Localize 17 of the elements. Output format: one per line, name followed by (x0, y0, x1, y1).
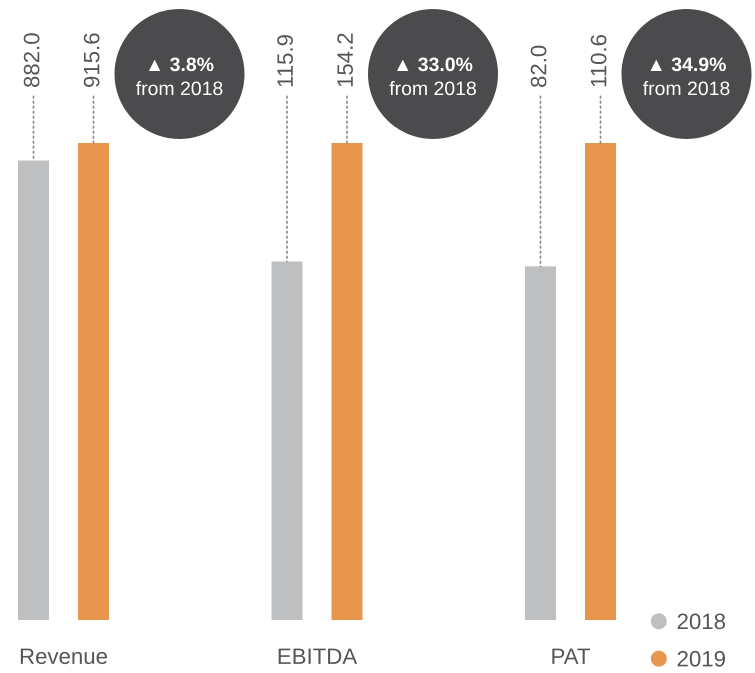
x-tick-label: Revenue (20, 648, 107, 664)
data-label: 82.0 (530, 46, 546, 88)
text: from 2018 (390, 80, 476, 96)
data-label: 915.6 (84, 33, 100, 87)
text: from 2018 (136, 80, 222, 96)
x-tick-label: PAT (552, 648, 590, 664)
data-label: 882.0 (24, 33, 40, 88)
legend-label: 2018 (678, 613, 726, 630)
legend-label: 2019 (678, 650, 725, 667)
data-label: 110.6 (590, 35, 606, 86)
x-tick-label: EBITDA (278, 648, 358, 664)
data-label: 115.9 (277, 35, 293, 86)
text: ▲ 34.9% (650, 57, 726, 72)
data-label: 154.2 (337, 34, 353, 86)
text: ▲ 3.8% (148, 57, 214, 72)
text: ▲ 33.0% (397, 57, 472, 72)
text: from 2018 (643, 80, 730, 96)
